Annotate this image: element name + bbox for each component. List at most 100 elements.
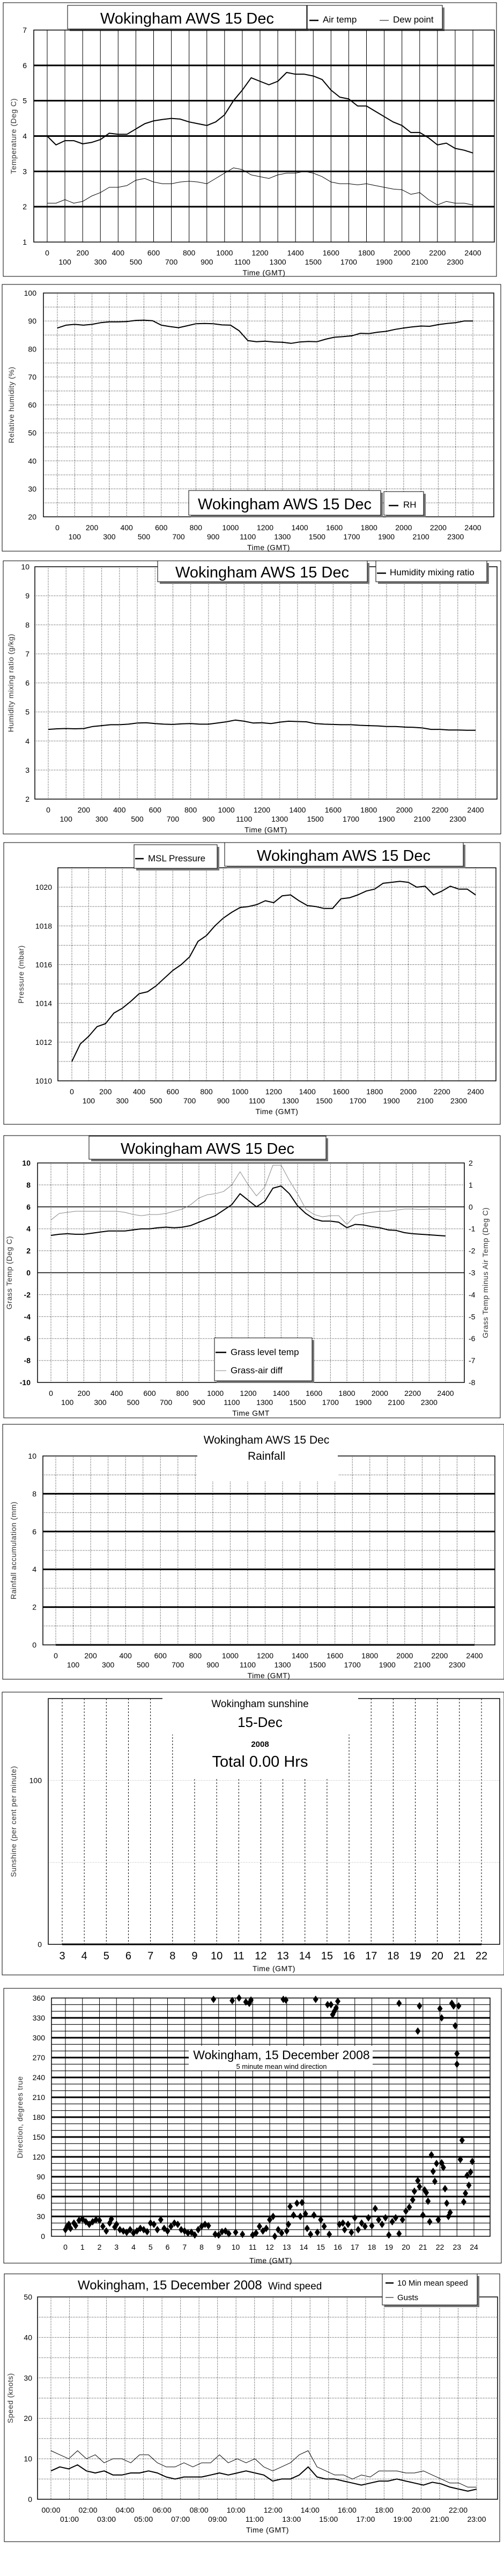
legend-grass-temp: Grass level temp bbox=[231, 1347, 299, 1357]
x-tick-label: 2000 bbox=[396, 1651, 413, 1660]
y-tick-label: 4 bbox=[23, 132, 27, 141]
x-tick-label: 14:00 bbox=[301, 2506, 320, 2514]
data-point bbox=[229, 1996, 235, 2004]
x-tick-label: 600 bbox=[167, 1087, 180, 1096]
data-point bbox=[466, 2182, 472, 2190]
data-point bbox=[366, 2214, 372, 2222]
title-box bbox=[67, 5, 307, 30]
data-point bbox=[415, 2027, 421, 2035]
x-tick-label: 700 bbox=[183, 1096, 196, 1105]
x-tick-label: 900 bbox=[201, 258, 213, 266]
x-tick-label: 1400 bbox=[299, 1087, 316, 1096]
x-tick-label: 900 bbox=[202, 815, 215, 823]
data-point bbox=[314, 2228, 320, 2236]
y-right-tick-label: -5 bbox=[469, 1312, 476, 1321]
x-tick-label: 200 bbox=[84, 1651, 97, 1660]
data-point bbox=[464, 2171, 470, 2179]
chart-frame bbox=[4, 2273, 500, 2542]
x-tick-label: 1800 bbox=[338, 1389, 355, 1397]
y-tick-label: 8 bbox=[32, 1489, 36, 1498]
wind-speed-chart-frame bbox=[4, 2273, 500, 2542]
x-tick-label: 1200 bbox=[251, 248, 268, 257]
y-tick-label: 8 bbox=[26, 1181, 31, 1189]
chart-title: Wokingham AWS 15 Dec bbox=[204, 1434, 330, 1446]
x-tick-label: 07:00 bbox=[171, 2515, 190, 2523]
data-point bbox=[318, 2216, 324, 2224]
y-tick-label: 3 bbox=[23, 167, 27, 175]
data-point bbox=[454, 2050, 460, 2058]
x-tick-label: 10:00 bbox=[227, 2506, 246, 2514]
legend-box bbox=[375, 560, 487, 582]
x-tick-label: 18:00 bbox=[375, 2506, 394, 2514]
data-point bbox=[435, 2216, 441, 2224]
x-tick-label: 2400 bbox=[466, 1651, 483, 1660]
y-tick-label: 20 bbox=[24, 2414, 32, 2423]
mixing-ratio-chart: 2345678910010020030040050060070080090010… bbox=[6, 562, 498, 834]
x-tick-label: 400 bbox=[119, 1651, 132, 1660]
legend-dew-point: Dew point bbox=[393, 14, 434, 25]
data-point bbox=[284, 2227, 290, 2235]
data-point bbox=[236, 1994, 242, 2002]
x-tick-label: 100 bbox=[58, 258, 71, 266]
x-tick-label: 700 bbox=[167, 815, 180, 823]
x-tick-label: 20 bbox=[432, 1950, 443, 1962]
pressure-chart-frame bbox=[3, 842, 501, 1125]
data-point bbox=[437, 2004, 443, 2012]
x-tick-label: 22:00 bbox=[449, 2506, 468, 2514]
x-tick-label: 1200 bbox=[257, 1651, 273, 1660]
x-axis-title: Time (GMT) bbox=[253, 1964, 295, 1973]
legend-air-temp: Air temp bbox=[323, 14, 357, 25]
x-tick-label: 21:00 bbox=[430, 2515, 449, 2523]
y-axis-title: Pressure (mbar) bbox=[17, 945, 25, 1004]
x-tick-label: 1000 bbox=[222, 1651, 239, 1660]
x-tick-label: 2300 bbox=[449, 815, 466, 823]
y-tick-label: 1018 bbox=[35, 921, 52, 930]
x-tick-label: 16 bbox=[343, 1950, 355, 1962]
chart-frame bbox=[3, 2, 497, 277]
x-tick-label: 600 bbox=[155, 523, 168, 532]
data-point bbox=[216, 2231, 221, 2239]
x-tick-label: 2000 bbox=[400, 1087, 417, 1096]
x-tick-label: 2200 bbox=[431, 1651, 448, 1660]
y-tick-label: -10 bbox=[20, 1378, 31, 1387]
y-tick-label: -6 bbox=[24, 1334, 31, 1343]
x-tick-label: 10 bbox=[232, 2243, 240, 2251]
x-tick-label: 1900 bbox=[376, 258, 392, 266]
x-tick-label: 600 bbox=[143, 1389, 156, 1397]
x-tick-label: 1700 bbox=[350, 1096, 366, 1105]
y-tick-label: 40 bbox=[28, 457, 36, 465]
y-tick-label: 20 bbox=[28, 513, 36, 521]
data-point bbox=[298, 2213, 303, 2220]
y-tick-label: 50 bbox=[28, 429, 36, 437]
title-box bbox=[157, 560, 368, 582]
x-tick-label: 1500 bbox=[307, 815, 324, 823]
data-point bbox=[285, 2220, 291, 2228]
y-tick-label: 50 bbox=[24, 2293, 32, 2301]
x-tick-label: 800 bbox=[189, 1651, 202, 1660]
x-tick-label: 2400 bbox=[437, 1389, 454, 1397]
x-tick-label: 700 bbox=[160, 1398, 173, 1407]
x-tick-label: 600 bbox=[147, 248, 160, 257]
chart-title: Wokingham AWS 15 Dec bbox=[100, 10, 274, 27]
data-point bbox=[352, 2214, 358, 2222]
data-point bbox=[432, 2177, 438, 2185]
x-tick-label: 1600 bbox=[325, 806, 342, 814]
x-tick-label: 1400 bbox=[287, 248, 304, 257]
x-tick-label: 8 bbox=[169, 1950, 175, 1962]
data-point bbox=[461, 2198, 466, 2206]
x-axis-title: Time (GMT) bbox=[243, 268, 286, 277]
y-axis-title: Speed (knots) bbox=[6, 2373, 14, 2424]
data-point bbox=[342, 2226, 347, 2234]
x-tick-label: 1300 bbox=[271, 815, 288, 823]
data-point bbox=[469, 2157, 475, 2165]
x-tick-label: 5 bbox=[103, 1950, 109, 1962]
y-tick-label: 6 bbox=[25, 679, 29, 687]
x-tick-label: 1400 bbox=[289, 806, 306, 814]
y-tick-label: 6 bbox=[23, 61, 27, 70]
x-tick-label: 1400 bbox=[292, 523, 308, 532]
data-point bbox=[403, 2207, 409, 2215]
legend-grass-air-diff: Grass-air diff bbox=[231, 1365, 283, 1375]
y-tick-label: 5 bbox=[25, 708, 29, 716]
y-tick-label: 6 bbox=[32, 1527, 36, 1536]
data-point bbox=[68, 2224, 73, 2233]
